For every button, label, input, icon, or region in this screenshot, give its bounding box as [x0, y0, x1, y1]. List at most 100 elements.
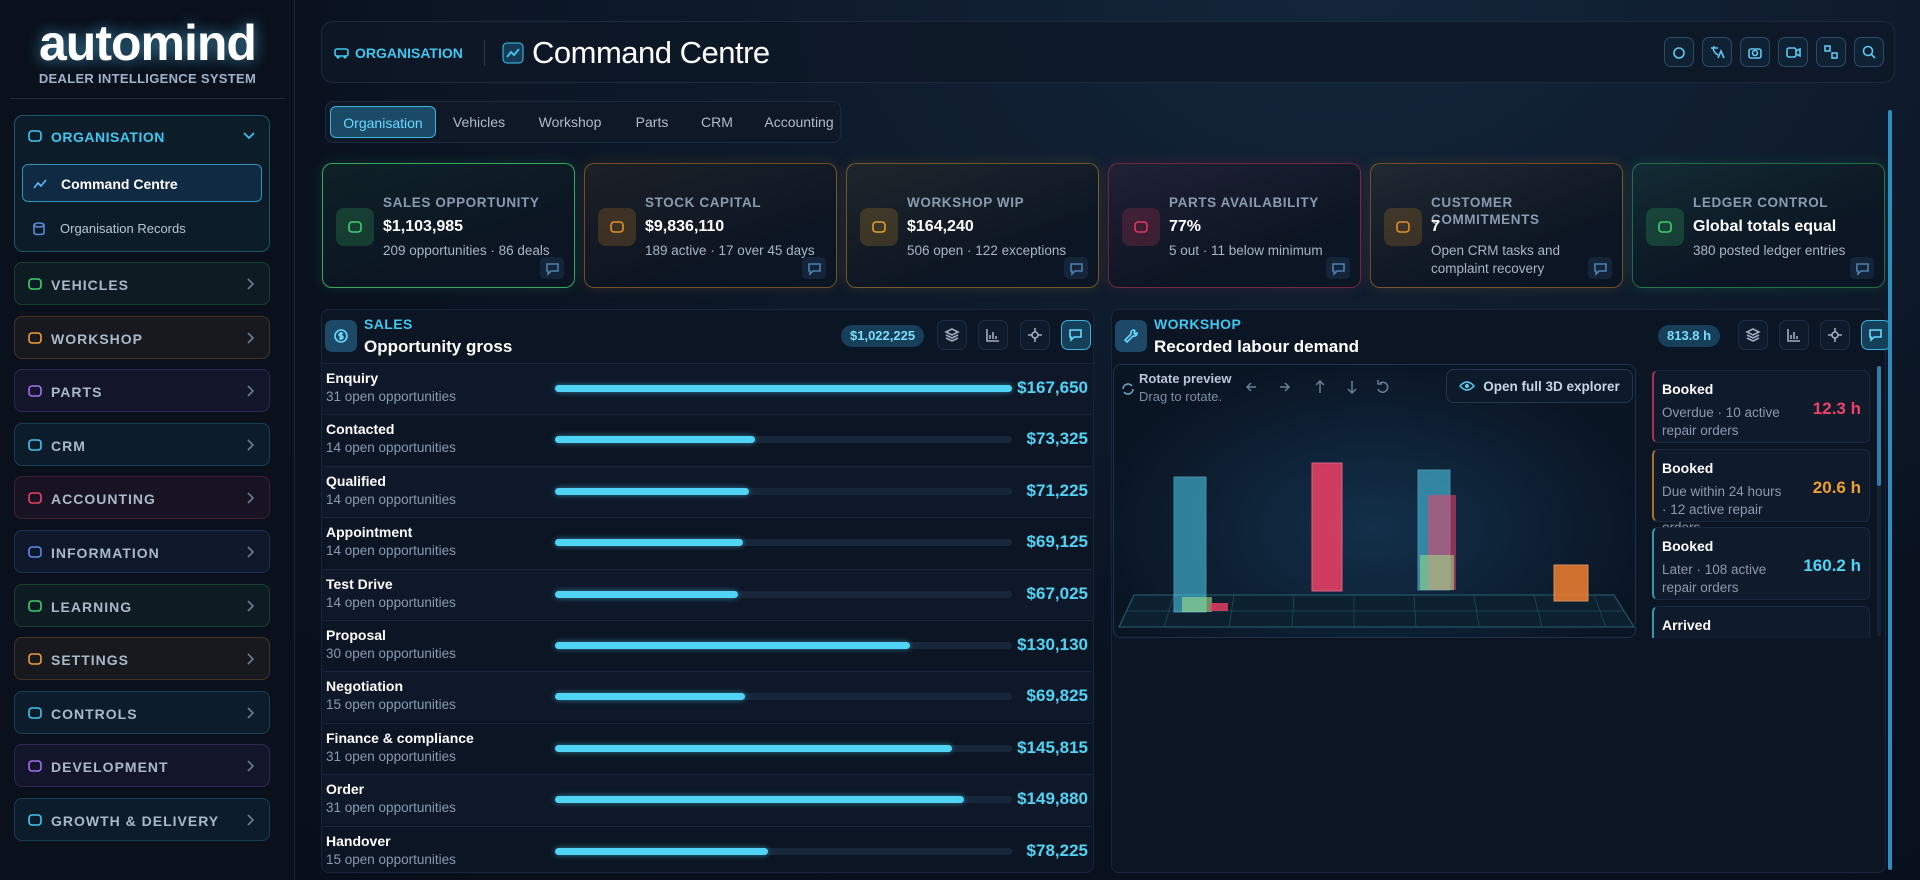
nav-item[interactable]: Organisation Records: [22, 210, 262, 248]
comment-button[interactable]: [1326, 257, 1350, 279]
icon-glyph: [872, 221, 886, 233]
comment-button[interactable]: [802, 257, 826, 279]
preview-title: Rotate preview: [1139, 371, 1232, 386]
bar: [555, 539, 744, 547]
icon-glyph: [1745, 328, 1761, 342]
icon: [27, 598, 43, 619]
panel-button[interactable]: [1820, 320, 1850, 350]
icon-glyph: [944, 328, 960, 342]
nav-section[interactable]: LEARNING: [14, 583, 270, 627]
icon: [27, 705, 43, 726]
comment-button[interactable]: [1588, 257, 1612, 279]
nav-section[interactable]: DEVELOPMENT: [14, 744, 270, 788]
bar-track: [555, 487, 1012, 495]
header-button[interactable]: [1854, 37, 1884, 67]
icon: [333, 328, 349, 349]
workshop-item[interactable]: Booked Overdue · 10 active repair orders 1…: [1652, 370, 1870, 443]
open-3d-button[interactable]: Open full 3D explorer: [1446, 369, 1633, 403]
panel-button[interactable]: [978, 320, 1008, 350]
workshop-item[interactable]: Arrived: [1652, 605, 1870, 638]
icon-glyph: [1594, 263, 1607, 276]
nav-section[interactable]: PARTS: [14, 369, 270, 413]
panel-button[interactable]: [1738, 320, 1768, 350]
icon: [1069, 261, 1085, 282]
icon-glyph: [1787, 329, 1800, 342]
kpi-card: SALES OPPORTUNITY $1,103,985 209 opportuni…: [322, 163, 575, 288]
row-sub: 30 open opportunities: [326, 646, 456, 661]
bar-track: [555, 847, 1012, 855]
nav-section-label: CRM: [51, 437, 86, 454]
panel-button[interactable]: [937, 320, 967, 350]
icon: [31, 221, 47, 242]
tab[interactable]: CRM: [701, 114, 733, 130]
bar: [555, 796, 964, 804]
header-button[interactable]: [1664, 37, 1694, 67]
row-sub: 14 open opportunities: [326, 440, 456, 456]
nav-section[interactable]: INFORMATION: [14, 530, 270, 573]
tab[interactable]: Vehicles: [452, 114, 506, 130]
nav-item[interactable]: Command Centre: [22, 164, 262, 202]
icon: [871, 219, 887, 240]
page-title: Command Centre: [532, 35, 770, 70]
kpi-title: WORKSHOP WIP: [907, 195, 1025, 210]
nav-section[interactable]: CRM: [14, 422, 270, 466]
nav-section[interactable]: WORKSHOP: [14, 315, 270, 359]
workshop-list: Booked Overdue · 10 active repair orders 1…: [1652, 364, 1877, 638]
row-value: $130,130: [1017, 635, 1088, 654]
kpi-value: $164,240: [907, 218, 974, 235]
sales-row: Finance & compliance 31 open opportunitie…: [323, 722, 1092, 773]
tab[interactable]: Parts: [635, 114, 669, 130]
nav-section-label: DEVELOPMENT: [51, 759, 169, 776]
tab[interactable]: Accounting: [764, 114, 834, 130]
nav-group-label[interactable]: ORGANISATION: [51, 129, 165, 145]
icon: [1745, 327, 1761, 348]
row-value: $67,025: [1026, 583, 1088, 603]
nav-section[interactable]: CONTROLS: [14, 690, 270, 734]
header-button[interactable]: [1778, 37, 1808, 67]
icon-glyph: [546, 263, 559, 276]
header-button[interactable]: [1816, 37, 1846, 67]
kpi-card: PARTS AVAILABILITY 77% 5 out · 11 below mi…: [1108, 163, 1361, 288]
row-label: Enquiry: [326, 370, 379, 386]
workshop-item[interactable]: Booked Due within 24 hours · 12 active re…: [1652, 448, 1870, 535]
nav-group: ORGANISATION Command Centre Organisation R…: [14, 115, 270, 252]
sales-row: Proposal 30 open opportunities $130,130: [323, 620, 1092, 670]
kpi-detail: 5 out · 11 below minimum: [1169, 243, 1323, 258]
panel-icon: [1115, 320, 1147, 352]
row-label: Contacted: [326, 421, 395, 438]
item-status: Arrived: [1662, 616, 1712, 633]
panel-button[interactable]: [1779, 320, 1809, 350]
rotate-controls[interactable]: [1244, 377, 1394, 397]
icon-glyph: [1070, 263, 1083, 276]
header-button[interactable]: [1740, 37, 1770, 67]
item-status: Booked: [1662, 381, 1714, 397]
icon: [27, 128, 43, 149]
icon: [1133, 219, 1149, 240]
icon: [27, 758, 43, 779]
comment-button[interactable]: [540, 257, 564, 279]
3d-preview[interactable]: Rotate preview Drag to rotate. Open full…: [1113, 364, 1636, 638]
sidebar: automind DEALER INTELLIGENCE SYSTEM ORGA…: [0, 0, 295, 880]
header-button[interactable]: [1702, 37, 1732, 67]
icon-glyph: [808, 263, 821, 276]
nav-section[interactable]: GROWTH & DELIVERY: [14, 798, 270, 841]
workshop-item[interactable]: Booked Later · 108 active repair orders 16…: [1652, 527, 1870, 600]
icon-glyph: [28, 653, 42, 665]
tab[interactable]: Organisation: [330, 106, 436, 138]
panel-button[interactable]: [1861, 320, 1891, 350]
nav-section[interactable]: VEHICLES: [14, 262, 270, 305]
tab[interactable]: Workshop: [538, 114, 602, 130]
panel-button[interactable]: [1020, 320, 1050, 350]
icon: [1395, 219, 1411, 240]
comment-button[interactable]: [1850, 257, 1874, 279]
nav-section[interactable]: ACCOUNTING: [14, 476, 270, 520]
kpi-icon: [598, 208, 636, 246]
panel-button[interactable]: [1061, 320, 1091, 350]
panel-icon: [325, 320, 357, 352]
comment-button[interactable]: [1064, 257, 1088, 279]
kpi-icon: [1122, 208, 1160, 246]
panel-title: Recorded labour demand: [1154, 337, 1359, 356]
sales-panel: SALES Opportunity gross $1,022,225 Enquiry 3…: [321, 309, 1094, 873]
nav-section[interactable]: SETTINGS: [14, 637, 270, 681]
